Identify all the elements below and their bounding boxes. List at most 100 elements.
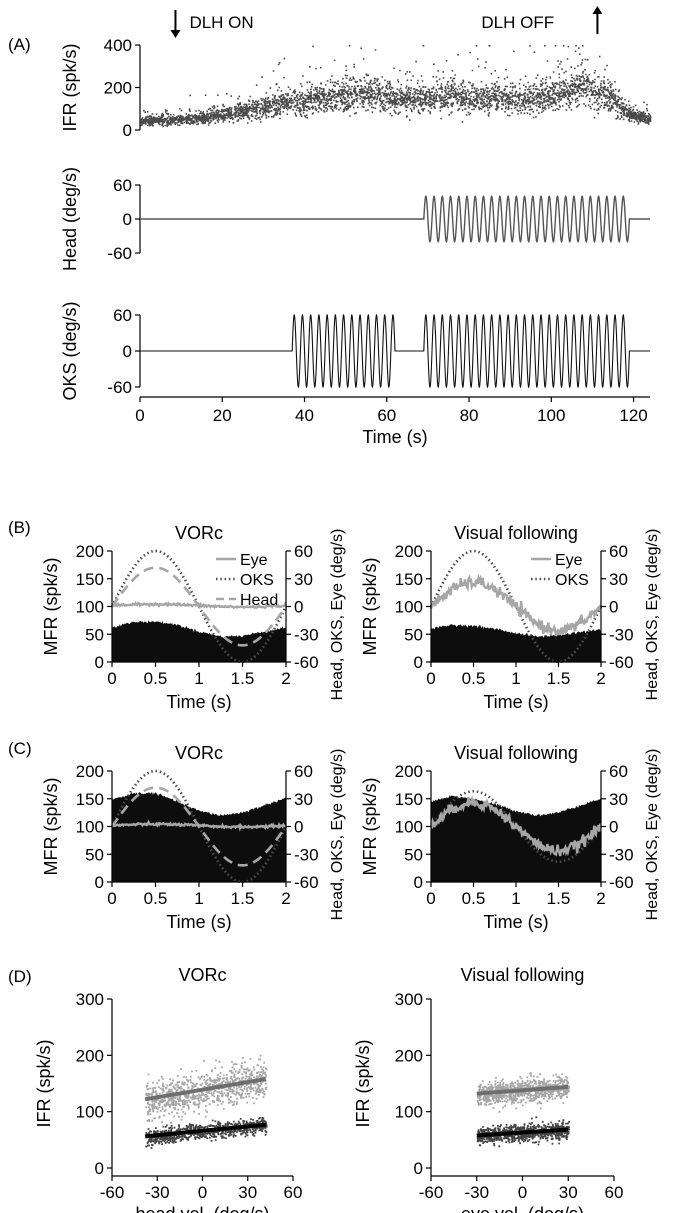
- x-tick-label: 0: [518, 1183, 527, 1202]
- x-tick-label: 1.5: [231, 889, 255, 908]
- x-tick-label: 1.5: [547, 669, 571, 688]
- x-tick-label: 0.5: [462, 669, 486, 688]
- x-axis-label: head vel. (deg/s): [135, 1204, 269, 1213]
- panel-title: Visual following: [454, 743, 578, 763]
- x-tick-label: 1: [194, 889, 203, 908]
- panel-title: Visual following: [454, 523, 578, 543]
- y-tick-label: 100: [395, 818, 423, 837]
- regression-line-2: [144, 1122, 267, 1139]
- panel-a-row-3: -60 0 60 OKS (deg/s): [60, 301, 650, 401]
- y-tick-label: -60: [107, 378, 132, 397]
- oks-velocity-trace: [140, 313, 650, 389]
- mfr-area: [112, 620, 286, 662]
- legend-label: OKS: [555, 572, 589, 589]
- legend-label: Head: [240, 592, 278, 609]
- x-tick-label: -30: [464, 1183, 489, 1202]
- y-tick-label: 200: [395, 542, 423, 561]
- y-tick-label: 50: [404, 625, 423, 644]
- x-tick-label: 20: [213, 406, 232, 425]
- x-tick-label: 60: [377, 406, 396, 425]
- regression-line-1: [476, 1084, 569, 1096]
- y2-tick-label: 0: [294, 818, 303, 837]
- y-tick-label: 50: [404, 845, 423, 864]
- x-tick-label: 0: [426, 669, 435, 688]
- x-tick-label: 40: [295, 406, 314, 425]
- legend-label: OKS: [240, 572, 274, 589]
- y-tick-label: 0: [414, 653, 423, 672]
- y2-tick-label: 30: [609, 570, 628, 589]
- dlh-on-arrow-head: [170, 30, 181, 38]
- time-panel: Visual following 0 50 100 150 200 -60 -30 0 30 60 0…: [360, 523, 661, 712]
- y-axis-label: MFR (spk/s): [41, 778, 61, 876]
- x-tick-label: 0: [198, 1183, 207, 1202]
- y2-tick-label: 60: [609, 762, 628, 781]
- scatter-points-2: [145, 1116, 268, 1149]
- y-tick-label: -60: [107, 244, 132, 263]
- y-tick-label: 200: [76, 542, 104, 561]
- x-tick-label: 2: [596, 669, 605, 688]
- dlh-on-label: DLH ON: [189, 13, 253, 32]
- x-tick-label: 0: [426, 889, 435, 908]
- panel-label: (D): [8, 967, 32, 986]
- x-tick-label: 1.5: [547, 889, 571, 908]
- eye-trace: [111, 601, 288, 610]
- x-tick-label: 2: [281, 669, 290, 688]
- x-axis-label: Time (s): [483, 692, 548, 712]
- y-tick-label: 150: [76, 570, 104, 589]
- mfr-area: [112, 791, 286, 882]
- panel-title: VORc: [175, 523, 223, 543]
- scatter-panel: Visual following 0 100 200 300 -60 -30 0 30 60 eye…: [353, 965, 623, 1213]
- y-tick-label: 60: [113, 176, 132, 195]
- x-tick-label: 60: [284, 1183, 303, 1202]
- y2-axis-label: Head, OKS, Eye (deg/s): [329, 529, 346, 701]
- y-tick-label: 150: [395, 790, 423, 809]
- y-tick-label: 0: [95, 873, 104, 892]
- head-velocity-trace: [140, 195, 650, 243]
- x-axis-label: Time (s): [166, 692, 231, 712]
- y-axis-label: IFR (spk/s): [353, 1040, 373, 1128]
- x-axis-label: Time (s): [166, 912, 231, 932]
- y-tick-label: 150: [76, 790, 104, 809]
- scatter-points-1: [476, 1072, 570, 1113]
- y-tick-label: 200: [104, 79, 132, 98]
- y-axis-label: IFR (spk/s): [60, 44, 80, 132]
- regression-line-2: [476, 1127, 569, 1138]
- panel-title: Visual following: [461, 965, 585, 985]
- y-tick-label: 200: [76, 1046, 104, 1065]
- x-tick-label: 2: [596, 889, 605, 908]
- y-tick-label: 300: [76, 990, 104, 1009]
- y2-tick-label: -60: [294, 653, 319, 672]
- y-tick-label: 0: [95, 653, 104, 672]
- x-tick-label: 1: [194, 669, 203, 688]
- y-tick-label: 0: [414, 1159, 423, 1178]
- x-tick-label: -30: [145, 1183, 170, 1202]
- y-axis-label: Head (deg/s): [60, 167, 80, 271]
- x-tick-label: 1.5: [231, 669, 255, 688]
- y2-tick-label: -60: [609, 873, 634, 892]
- y-axis-label: MFR (spk/s): [360, 778, 380, 876]
- y2-tick-label: 0: [294, 598, 303, 617]
- y-tick-label: 300: [395, 990, 423, 1009]
- x-tick-label: 0: [107, 669, 116, 688]
- regression-line-1: [144, 1077, 267, 1102]
- x-tick-label: -60: [100, 1183, 125, 1202]
- x-tick-label: 0: [107, 889, 116, 908]
- y-axis-label: MFR (spk/s): [360, 558, 380, 656]
- x-axis-label: eye vel. (deg/s): [461, 1204, 584, 1213]
- x-axis-label: Time (s): [483, 912, 548, 932]
- y-tick-label: 0: [95, 1159, 104, 1178]
- y2-tick-label: 60: [294, 542, 313, 561]
- y-tick-label: 100: [395, 1103, 423, 1122]
- y2-tick-label: 60: [294, 762, 313, 781]
- y-tick-label: 0: [123, 121, 132, 140]
- oks-trace: [429, 790, 603, 863]
- y2-tick-label: 60: [609, 542, 628, 561]
- x-tick-label: 80: [460, 406, 479, 425]
- panel-label: (C): [8, 739, 32, 758]
- time-panel: (B) VORc 0 50 100 150 200 -60 -30 0 30 60 0 0.5 1 1.5 2 T…: [8, 518, 346, 712]
- x-tick-label: 1: [511, 669, 520, 688]
- legend-label: Eye: [555, 552, 583, 569]
- y2-axis-label: Head, OKS, Eye (deg/s): [644, 749, 661, 921]
- y-tick-label: 200: [76, 762, 104, 781]
